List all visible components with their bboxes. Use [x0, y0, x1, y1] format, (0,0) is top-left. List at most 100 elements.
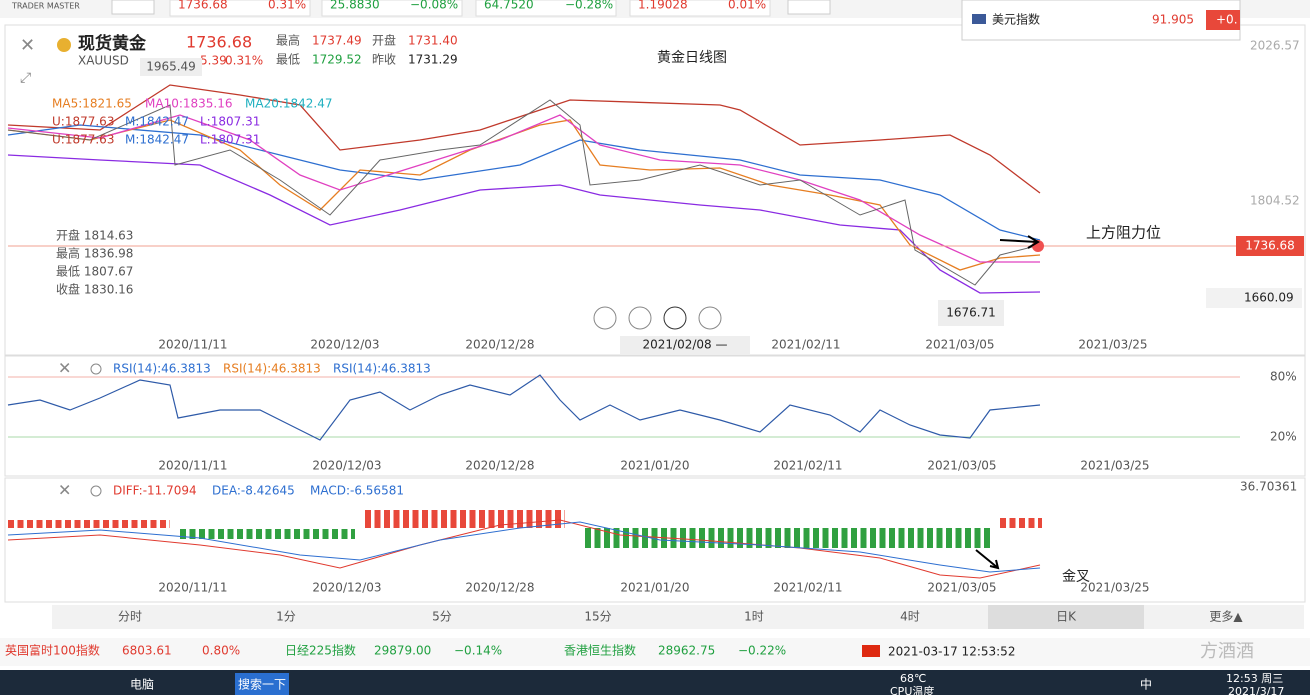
date: 2020/12/03: [312, 459, 381, 473]
index-change: 0.80%: [202, 644, 240, 658]
label: 最高: [276, 33, 300, 48]
ticker-box[interactable]: [629, 0, 771, 17]
close-icon[interactable]: ✕: [58, 359, 71, 378]
ma-label: MA10:1835.16: [145, 97, 233, 111]
tab[interactable]: 日K: [1056, 610, 1077, 624]
rsi-line: [7, 374, 1041, 441]
datetime: 2021-03-17 12:53:52: [888, 645, 1015, 659]
date: 2021/03/25: [1078, 338, 1147, 352]
tab[interactable]: 5分: [432, 610, 452, 624]
arrow: [999, 235, 1040, 249]
tickers: 1736.68 0.31% 25.8830 −0.08% 64.7520 −0.…: [169, 0, 831, 17]
ime[interactable]: 中: [1140, 677, 1152, 692]
cursor-date-box: [620, 336, 750, 354]
upper-band: [7, 84, 1041, 194]
tab[interactable]: 4时: [900, 610, 920, 624]
clock: 12:53 周三: [1226, 672, 1283, 685]
rsi-label: RSI(14):46.3813: [223, 362, 321, 376]
arrow: [975, 549, 1000, 570]
ohlc: 最高 1836.98: [56, 246, 133, 261]
label-box: [938, 300, 1004, 326]
date: 2021/01/20: [620, 581, 689, 595]
nav-buttons: [593, 306, 722, 330]
price-lines: [7, 84, 1041, 294]
settings-icon[interactable]: [90, 363, 102, 375]
prev-close: 1731.29: [408, 53, 458, 67]
button[interactable]: [787, 0, 831, 15]
date: 2020/11/11: [158, 338, 227, 352]
dea-label: DEA:-8.42645: [212, 484, 295, 498]
symbol-name[interactable]: 现货黄金: [78, 33, 147, 54]
ma-label: MA20:1842.47: [245, 97, 333, 111]
tab[interactable]: 1时: [744, 610, 764, 624]
watermark: 方酒酒: [1200, 641, 1254, 662]
zoom-out[interactable]: [593, 306, 617, 330]
date: 2020/11/11: [158, 581, 227, 595]
price-tag: [1236, 236, 1304, 256]
popup-change-box: [1206, 10, 1240, 30]
tabs: 分时 1分 5分 15分 1时 4时 日K 更多▲: [118, 610, 1243, 624]
zoom-in[interactable]: [698, 306, 722, 330]
label-box: [140, 58, 202, 76]
ticker-price: 1736.68: [178, 0, 228, 12]
dea-line: [7, 521, 1041, 573]
search: 搜索一下: [238, 677, 286, 692]
ohlc-box: 开盘 1814.63 最高 1836.98 最低 1807.67 收盘 1830…: [56, 228, 133, 297]
last[interactable]: [663, 306, 687, 330]
axis-label: 2026.57: [1250, 39, 1300, 53]
date: 2020/12/03: [310, 338, 379, 352]
tab[interactable]: 分时: [118, 610, 142, 624]
tab[interactable]: 1分: [276, 610, 296, 624]
label: 开盘: [372, 33, 396, 48]
ma-labels: MA5:1821.65 MA10:1835.16 MA20:1842.47 U:…: [52, 97, 333, 147]
ma10: [7, 114, 1040, 263]
date-axis: 2020/11/11 2020/12/03 2020/12/28 2021/01…: [158, 581, 1149, 595]
alert-box[interactable]: [1206, 288, 1302, 308]
taskbar-item[interactable]: 电脑: [130, 678, 154, 692]
axis-label: 36.70361: [1240, 480, 1297, 494]
date-axis: 2020/11/11 2020/12/03 2020/12/28 2021/02…: [158, 336, 1148, 354]
boll-label: L:1807.31: [200, 133, 260, 147]
gold-icon: [57, 38, 71, 52]
ticker-box[interactable]: [475, 0, 617, 17]
tab[interactable]: 更多▲: [1209, 610, 1243, 624]
popup-name: 美元指数: [992, 12, 1040, 27]
settings-icon[interactable]: [90, 485, 102, 497]
date: 2021/02/11: [773, 459, 842, 473]
date: 2021/02/08 —: [643, 338, 728, 352]
index-name: 英国富时100指数: [5, 643, 100, 658]
symbol-code: XAUUSD: [78, 54, 129, 68]
ticker-box[interactable]: [169, 0, 311, 17]
ticker-box[interactable]: [321, 0, 463, 17]
taskbar: [0, 670, 1310, 695]
close-icon[interactable]: ✕: [58, 481, 71, 500]
open: 1731.40: [408, 34, 458, 48]
ma5: [7, 119, 1041, 271]
date: 2021/03/05: [927, 581, 996, 595]
date: 2021/03/05: [925, 338, 994, 352]
expand-icon[interactable]: ⤢: [20, 70, 31, 86]
button[interactable]: [111, 0, 155, 15]
boll-label: U:1877.63: [52, 133, 114, 147]
ticker-change: 0.01%: [728, 0, 766, 12]
close-icon[interactable]: ✕: [20, 35, 35, 56]
ticker-change: 0.31%: [268, 0, 306, 12]
peak-label: 1965.49: [146, 60, 196, 74]
axis-label: 1804.52: [1250, 194, 1300, 208]
tab[interactable]: 15分: [584, 610, 611, 624]
date: 2020/12/28: [465, 581, 534, 595]
diff-line: [7, 519, 1041, 579]
search-box[interactable]: [235, 673, 289, 695]
ticker-price: 25.8830: [330, 0, 380, 12]
ohlc: 最低 1807.67: [56, 265, 133, 279]
axis-label: 1736.68: [1245, 239, 1295, 253]
ma-label: MA5:1821.65: [52, 97, 132, 111]
index-value: 29879.00: [374, 644, 431, 658]
first[interactable]: [628, 306, 652, 330]
tab-active: [988, 605, 1144, 629]
label: 最低: [276, 53, 300, 67]
ohlc: 收盘 1830.16: [56, 282, 133, 297]
axis-label: 1660.09: [1244, 291, 1294, 305]
level-label: 80%: [1270, 370, 1297, 384]
